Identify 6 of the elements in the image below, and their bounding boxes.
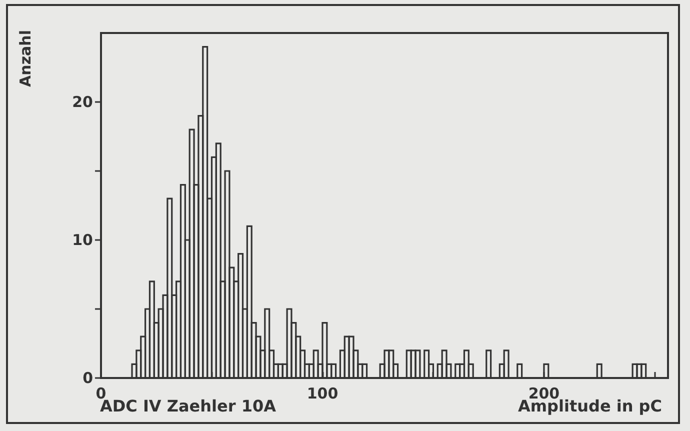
x-tick-label: 200 [528,384,560,402]
y-tick-label: 10 [72,231,93,249]
y-axis-title: Anzahl [16,30,34,87]
y-tick-label: 20 [72,93,93,111]
x-tick-label: 100 [306,384,338,402]
y-tick-label: 0 [82,369,93,387]
